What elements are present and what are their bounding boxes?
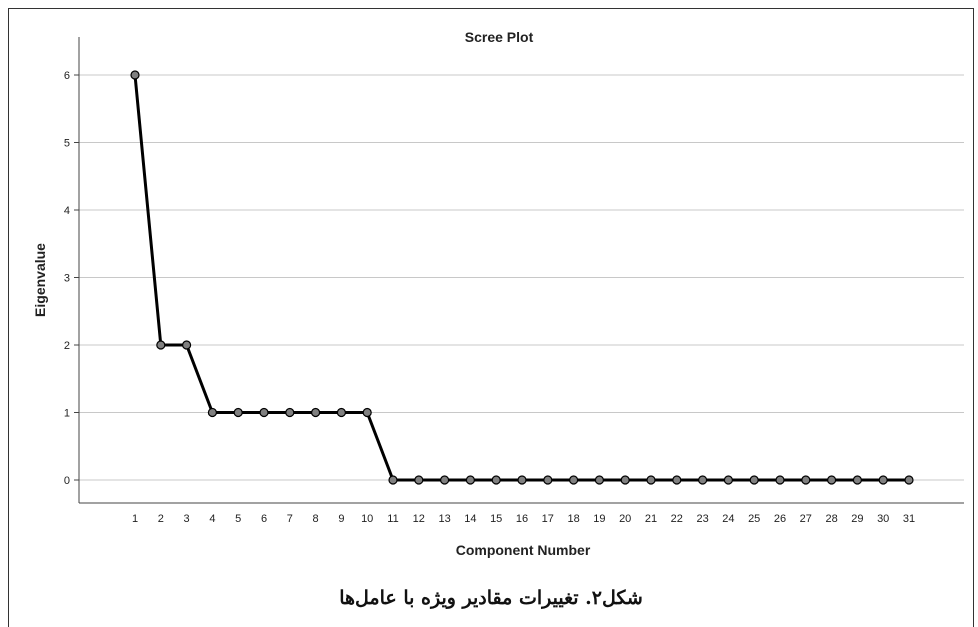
x-tick-label: 6 xyxy=(261,513,267,525)
data-point xyxy=(362,407,372,418)
data-point xyxy=(207,407,217,418)
y-tick-label: 0 xyxy=(64,475,70,487)
y-axis-label: Eigenvalue xyxy=(32,243,48,317)
x-tick-label: 20 xyxy=(619,513,631,525)
x-tick-label: 13 xyxy=(438,513,450,525)
x-tick-label: 14 xyxy=(464,513,476,525)
x-tick-label: 3 xyxy=(184,513,190,525)
data-point xyxy=(465,475,475,485)
x-tick-label: 8 xyxy=(313,513,319,525)
data-point xyxy=(594,475,605,485)
x-tick-label: 2 xyxy=(158,513,164,525)
caption-panel: شکل۲. تغییرات مقادیر ویژه با عامل‌ها xyxy=(8,579,974,627)
data-point xyxy=(414,475,424,485)
x-tick-label: 16 xyxy=(516,513,528,525)
x-tick-label: 30 xyxy=(877,513,889,525)
data-point xyxy=(259,407,269,418)
data-point xyxy=(620,475,630,485)
x-tick-label: 18 xyxy=(567,513,579,525)
data-point xyxy=(697,475,708,485)
x-tick-label: 1 xyxy=(132,513,138,525)
data-point xyxy=(775,475,785,485)
y-tick-label: 2 xyxy=(64,340,70,352)
x-tick-label: 25 xyxy=(748,513,760,525)
data-point xyxy=(233,407,243,418)
chart-title: Scree Plot xyxy=(465,29,534,45)
data-points xyxy=(130,70,914,485)
x-tick-label: 22 xyxy=(671,513,683,525)
data-point xyxy=(182,340,192,350)
data-point xyxy=(672,475,682,485)
x-tick-label: 26 xyxy=(774,513,786,525)
x-tick-label: 15 xyxy=(490,513,502,525)
data-point xyxy=(904,475,914,485)
x-tick-label: 9 xyxy=(338,513,344,525)
x-axis-label: Component Number xyxy=(456,542,591,558)
x-tick-label: 28 xyxy=(825,513,837,525)
y-axis-ticks: 0 1 2 3 4 5 6 xyxy=(64,70,79,487)
x-tick-label: 12 xyxy=(413,513,425,525)
y-tick-label: 5 xyxy=(64,138,70,150)
data-point xyxy=(723,475,734,485)
x-tick-label: 23 xyxy=(696,513,708,525)
axes xyxy=(78,37,964,504)
data-point xyxy=(878,475,888,485)
data-point xyxy=(749,475,759,485)
data-point xyxy=(568,475,579,485)
y-tick-label: 1 xyxy=(64,408,70,420)
x-tick-label: 29 xyxy=(851,513,863,525)
data-point xyxy=(826,475,837,485)
x-tick-label: 7 xyxy=(287,513,293,525)
data-point xyxy=(388,475,398,485)
data-point xyxy=(543,475,553,485)
x-tick-label: 5 xyxy=(235,513,241,525)
x-tick-label: 10 xyxy=(361,513,373,525)
data-point xyxy=(336,407,346,418)
data-point xyxy=(852,475,863,485)
x-tick-label: 24 xyxy=(722,513,734,525)
x-tick-label: 31 xyxy=(903,513,915,525)
x-tick-label: 11 xyxy=(387,513,398,525)
data-point xyxy=(491,475,501,485)
x-tick-label: 27 xyxy=(800,513,812,525)
data-point xyxy=(285,407,295,418)
figure-caption: شکل۲. تغییرات مقادیر ویژه با عامل‌ها xyxy=(339,587,643,609)
x-axis-ticks: 1 2 3 4 5 6 7 8 9 10 11 12 13 14 15 16 17 18 19 20 21 22 23 24 2… xyxy=(132,513,915,525)
data-point xyxy=(646,475,656,485)
data-point xyxy=(517,475,527,485)
data-point xyxy=(801,475,811,485)
y-tick-label: 4 xyxy=(64,205,70,217)
x-tick-label: 17 xyxy=(542,513,554,525)
y-tick-label: 3 xyxy=(64,273,70,285)
x-tick-label: 19 xyxy=(593,513,605,525)
data-point xyxy=(156,340,166,350)
gridlines xyxy=(79,74,964,481)
data-point xyxy=(440,475,450,485)
x-tick-label: 21 xyxy=(645,513,657,525)
x-tick-label: 4 xyxy=(209,513,215,525)
data-point xyxy=(311,407,321,418)
y-tick-label: 6 xyxy=(64,70,70,82)
data-point xyxy=(130,70,140,80)
